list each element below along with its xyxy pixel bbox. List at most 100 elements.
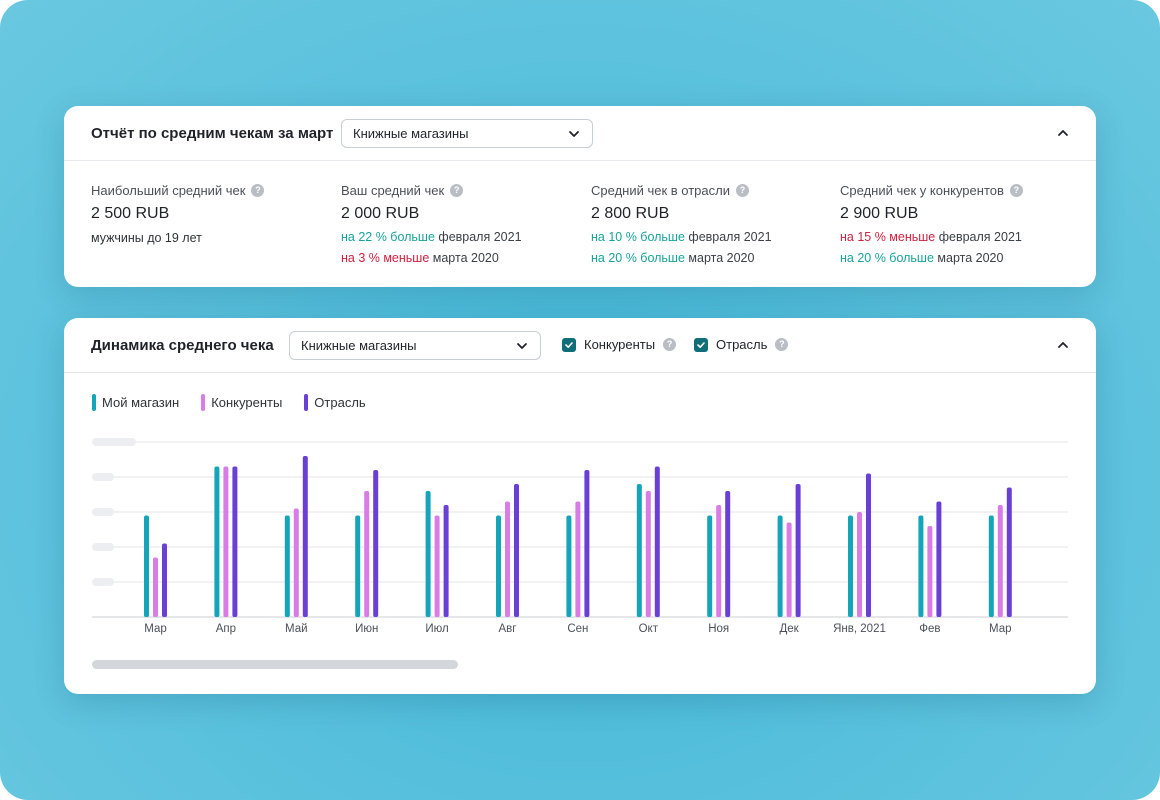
bar-competitors[interactable]	[716, 505, 722, 617]
bar-industry[interactable]	[795, 484, 801, 617]
dynamics-card-header: Динамика среднего чека Книжные магазины …	[64, 318, 1096, 373]
dynamics-category-select-value: Книжные магазины	[301, 338, 417, 353]
chevron-up-icon[interactable]	[1056, 126, 1070, 140]
checkbox-industry[interactable]: Отрасль ?	[694, 337, 789, 352]
bar-my-store[interactable]	[355, 515, 361, 618]
bar-competitors[interactable]	[505, 501, 510, 618]
kpi-period: марта 2020	[688, 251, 755, 265]
bar-my-store[interactable]	[777, 515, 783, 618]
dynamics-category-select[interactable]: Книжные магазины	[289, 331, 541, 360]
x-tick-label: Мар	[144, 623, 167, 635]
bar-industry[interactable]	[654, 466, 660, 618]
kpi-value: 2 000 RUB	[341, 205, 420, 222]
kpi-value: 2 500 RUB	[91, 205, 170, 222]
kpi-comparison: на 22 % больше февраля 2021	[341, 230, 581, 246]
x-tick-label: Авг	[499, 623, 517, 635]
kpi-comparison: на 10 % больше февраля 2021	[591, 230, 831, 246]
help-icon[interactable]: ?	[1009, 183, 1023, 197]
kpi-block: Средний чек у конкурентов? 2 900 RUB на 15…	[840, 182, 1080, 267]
bar-industry[interactable]	[302, 456, 308, 617]
y-tick-placeholder	[92, 438, 136, 446]
kpi-change: на 10 % больше	[591, 230, 685, 244]
kpi-comparison: на 20 % больше марта 2020	[591, 251, 831, 267]
bar-competitors[interactable]	[575, 501, 581, 618]
bar-competitors[interactable]	[434, 515, 440, 618]
x-tick-label: Янв, 2021	[833, 623, 886, 635]
kpi-period: февраля 2021	[938, 230, 1022, 244]
bar-industry[interactable]	[514, 484, 519, 617]
report-title: Отчёт по средним чекам за март	[91, 124, 334, 142]
help-icon[interactable]: ?	[663, 338, 677, 351]
kpi-period: марта 2020	[937, 251, 1004, 265]
bar-my-store[interactable]	[144, 515, 149, 618]
bar-my-store[interactable]	[214, 466, 220, 618]
kpi-label: Средний чек в отрасли?	[591, 182, 831, 198]
kpi-change: на 3 % меньше	[341, 251, 430, 265]
bar-my-store[interactable]	[636, 484, 642, 617]
bar-my-store[interactable]	[284, 515, 290, 618]
legend-swatch	[92, 394, 96, 411]
legend-label: Отрасль	[314, 395, 366, 410]
kpi-label: Ваш средний чек?	[341, 182, 581, 198]
help-icon[interactable]: ?	[736, 183, 749, 197]
x-tick-label: Мар	[989, 623, 1012, 635]
bar-competitors[interactable]	[786, 522, 792, 618]
legend-item-competitors[interactable]: Конкуренты	[201, 394, 282, 411]
kpi-label-text: Средний чек у конкурентов	[840, 182, 1004, 198]
checkbox-competitors[interactable]: Конкуренты ?	[562, 337, 677, 352]
bar-industry[interactable]	[866, 473, 871, 618]
help-icon[interactable]: ?	[775, 338, 789, 351]
kpi-change: на 22 % больше	[341, 230, 435, 244]
dynamics-card: Динамика среднего чека Книжные магазины …	[64, 318, 1096, 694]
bar-my-store[interactable]	[496, 515, 501, 618]
bar-industry[interactable]	[162, 543, 167, 618]
y-tick-placeholder	[92, 578, 114, 586]
kpi-value: 2 800 RUB	[591, 205, 670, 222]
x-tick-label: Сен	[567, 623, 588, 635]
bar-industry[interactable]	[584, 470, 590, 617]
report-category-select[interactable]: Книжные магазины	[341, 119, 593, 148]
bar-competitors[interactable]	[293, 508, 299, 618]
bar-my-store[interactable]	[988, 515, 994, 618]
bar-my-store[interactable]	[566, 515, 572, 618]
bar-competitors[interactable]	[927, 526, 933, 617]
x-tick-label: Ноя	[708, 623, 729, 635]
checkbox-checked-icon	[694, 337, 708, 352]
legend-label: Конкуренты	[211, 395, 283, 410]
bar-my-store[interactable]	[425, 491, 431, 617]
legend-swatch	[304, 394, 309, 411]
legend-item-my-store[interactable]: Мой магазин	[92, 394, 179, 411]
x-tick-label: Дек	[779, 623, 799, 635]
bar-industry[interactable]	[936, 501, 942, 618]
bar-competitors[interactable]	[364, 491, 370, 617]
bar-my-store[interactable]	[848, 515, 853, 618]
help-icon[interactable]: ?	[450, 183, 464, 197]
y-tick-placeholder	[92, 508, 114, 516]
bar-industry[interactable]	[373, 470, 379, 617]
horizontal-scrollbar[interactable]	[92, 660, 458, 669]
y-tick-placeholder	[92, 473, 114, 481]
x-tick-label: Окт	[639, 623, 659, 635]
help-icon[interactable]: ?	[251, 183, 265, 197]
bar-competitors[interactable]	[645, 491, 651, 617]
kpi-label-text: Наибольший средний чек	[91, 182, 246, 198]
bar-industry[interactable]	[443, 505, 449, 617]
checkbox-checked-icon	[562, 337, 576, 352]
bar-competitors[interactable]	[997, 505, 1003, 617]
chevron-down-icon	[569, 131, 579, 137]
x-tick-label: Апр	[216, 623, 236, 635]
bar-competitors[interactable]	[223, 466, 229, 618]
chevron-up-icon[interactable]	[1056, 338, 1070, 352]
report-card-header: Отчёт по средним чекам за март Книжные м…	[64, 106, 1096, 161]
kpi-label: Средний чек у конкурентов?	[840, 182, 1080, 198]
bar-industry[interactable]	[232, 466, 238, 618]
bar-competitors[interactable]	[857, 512, 862, 617]
bar-my-store[interactable]	[918, 515, 924, 618]
bar-competitors[interactable]	[153, 557, 158, 618]
bar-industry[interactable]	[1006, 487, 1012, 618]
bar-my-store[interactable]	[707, 515, 713, 618]
legend-item-industry[interactable]: Отрасль	[304, 394, 366, 411]
bar-industry[interactable]	[725, 491, 731, 617]
x-tick-label: Май	[285, 623, 308, 635]
